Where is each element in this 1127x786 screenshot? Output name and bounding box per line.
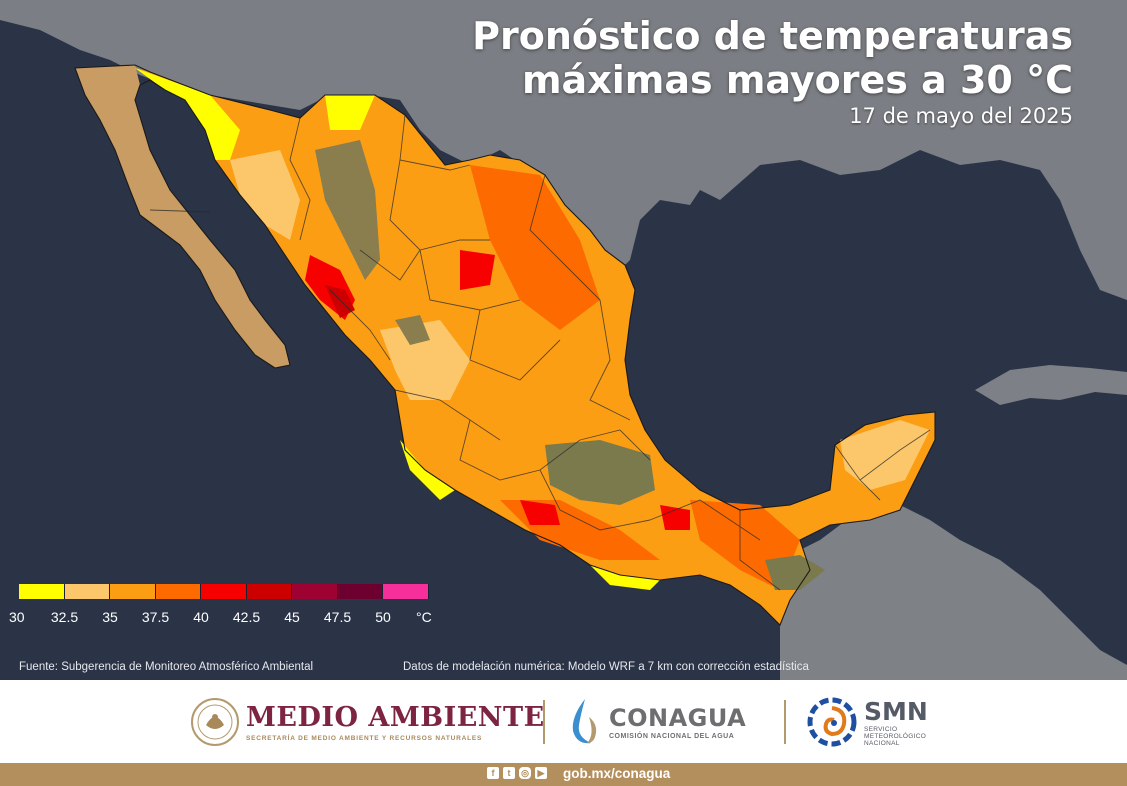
legend-swatch-0 (19, 584, 65, 599)
legend-label-4: 40 (193, 609, 209, 625)
legend-label-3: 37.5 (141, 609, 170, 625)
twitter-icon[interactable]: t (503, 767, 515, 779)
state-borders (149, 114, 931, 591)
model-credit: Datos de modelación numérica: Modelo WRF… (403, 661, 809, 673)
legend-swatch-3 (155, 584, 201, 599)
legend-color-bar (19, 584, 459, 599)
legend-swatch-4 (201, 584, 247, 599)
cool-zone-bajio (395, 315, 430, 345)
cuba-land (975, 365, 1127, 405)
heat-zone-yellow (135, 68, 240, 160)
cool-zone-sierra (315, 140, 380, 280)
heat-zone-light (230, 150, 300, 240)
heat-zone-dark (470, 165, 600, 330)
logo-divider-2 (784, 700, 786, 744)
heat-zone-yellow-2 (325, 95, 375, 130)
cool-zone-center (545, 440, 655, 505)
smn-subtitle-3: NACIONAL (864, 740, 900, 747)
heat-zone-yellow-3 (400, 440, 455, 500)
usa-land (0, 0, 1127, 300)
title-line-1: Pronóstico de temperaturas (472, 14, 1073, 58)
website-link[interactable]: gob.mx/conagua (563, 766, 671, 781)
conagua-logo[interactable]: CONAGUA COMISIÓN NACIONAL DEL AGUA (565, 690, 746, 754)
smn-title: SMN (864, 697, 928, 726)
heat-zone-red-4 (660, 505, 690, 530)
heat-zone-red-2 (460, 250, 495, 290)
legend-label-6: 45 (284, 609, 300, 625)
footer-logos: MEDIO AMBIENTE SECRETARÍA DE MEDIO AMBIE… (0, 680, 1127, 763)
legend-swatch-5 (246, 584, 292, 599)
map-title: Pronóstico de temperaturas máximas mayor… (353, 14, 1073, 102)
cool-zone-chiapas (765, 555, 825, 590)
medio-ambiente-logo[interactable]: MEDIO AMBIENTE SECRETARÍA DE MEDIO AMBIE… (190, 690, 545, 754)
map-canvas (0, 0, 1127, 680)
mexico-seal-icon (191, 698, 239, 746)
legend-swatch-1 (64, 584, 110, 599)
legend-label-0: 30 (9, 609, 25, 625)
legend-swatch-8 (383, 584, 429, 599)
smn-logo[interactable]: SMN SERVICIO METEOROLÓGICO NACIONAL (806, 690, 928, 754)
forecast-date: 17 de mayo del 2025 (849, 104, 1073, 128)
conagua-subtitle: COMISIÓN NACIONAL DEL AGUA (609, 733, 735, 740)
medio-ambiente-subtitle: SECRETARÍA DE MEDIO AMBIENTE Y RECURSOS … (246, 735, 483, 742)
conagua-logo-icon (572, 699, 597, 744)
smn-subtitle-2: METEOROLÓGICO (864, 733, 927, 740)
social-icons: f t ◎ ▶ (487, 767, 547, 779)
logo-divider (543, 700, 545, 744)
conagua-title: CONAGUA (609, 704, 747, 732)
temperature-legend: °C 30 32.5 35 37.5 40 42.5 45 47.5 50 (9, 584, 459, 629)
legend-label-8: 50 (375, 609, 391, 625)
youtube-icon[interactable]: ▶ (535, 767, 547, 779)
legend-swatch-7 (337, 584, 383, 599)
smn-logo-icon (807, 697, 857, 747)
legend-unit: °C (416, 609, 432, 625)
baja-california (75, 65, 290, 368)
central-america-land (780, 505, 1127, 680)
heat-zone-red-3 (520, 500, 560, 525)
temperature-map: Pronóstico de temperaturas máximas mayor… (0, 0, 1127, 680)
smn-subtitle-1: SERVICIO (864, 726, 898, 733)
mexico-outline (74, 64, 936, 626)
heat-zone-crimson (325, 285, 355, 318)
heat-zone-light-3 (840, 420, 930, 490)
legend-swatch-6 (292, 584, 338, 599)
legend-label-1: 32.5 (50, 609, 79, 625)
medio-ambiente-title: MEDIO AMBIENTE (246, 702, 545, 733)
heat-zone-light-2 (380, 320, 470, 400)
legend-label-7: 47.5 (323, 609, 352, 625)
legend-swatch-2 (110, 584, 156, 599)
legend-label-2: 35 (102, 609, 118, 625)
source-credit: Fuente: Subgerencia de Monitoreo Atmosfé… (19, 661, 314, 673)
instagram-icon[interactable]: ◎ (519, 767, 531, 779)
title-line-2: máximas mayores a 30 °C (521, 58, 1073, 102)
facebook-icon[interactable]: f (487, 767, 499, 779)
social-bar: f t ◎ ▶ gob.mx/conagua (0, 763, 1127, 786)
legend-labels: °C 30 32.5 35 37.5 40 42.5 45 47.5 50 (9, 609, 459, 629)
legend-label-5: 42.5 (232, 609, 261, 625)
